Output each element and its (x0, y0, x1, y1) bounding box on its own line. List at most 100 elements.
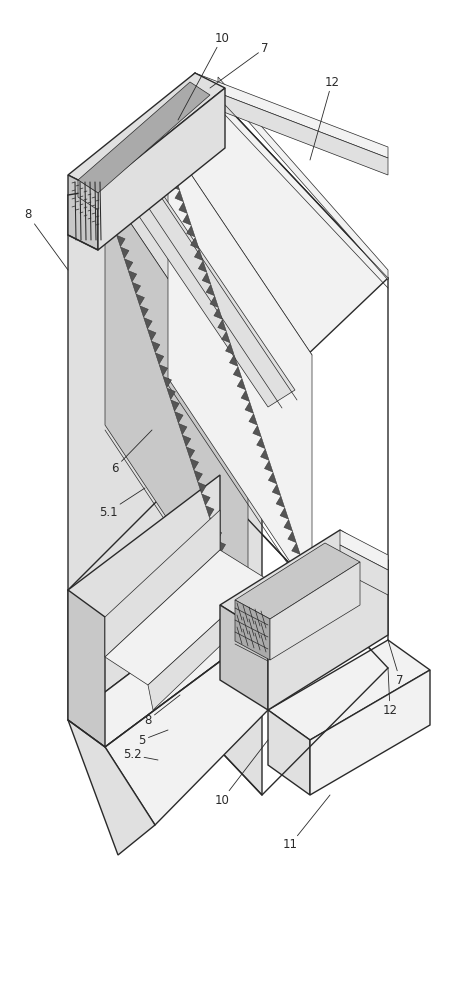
Polygon shape (68, 73, 225, 190)
Polygon shape (248, 635, 256, 646)
Polygon shape (268, 640, 430, 740)
Text: 7: 7 (388, 640, 404, 686)
Polygon shape (268, 560, 388, 710)
Polygon shape (218, 77, 388, 280)
Polygon shape (220, 530, 388, 635)
Polygon shape (171, 179, 180, 190)
Polygon shape (105, 140, 312, 398)
Polygon shape (159, 365, 168, 376)
Polygon shape (183, 214, 191, 225)
Polygon shape (206, 284, 215, 296)
Polygon shape (182, 435, 191, 447)
Polygon shape (168, 140, 312, 595)
Polygon shape (213, 529, 222, 541)
Polygon shape (235, 600, 270, 660)
Text: 10: 10 (178, 31, 230, 120)
Polygon shape (68, 605, 262, 747)
Polygon shape (124, 259, 133, 270)
Polygon shape (132, 282, 140, 294)
Text: 12: 12 (382, 668, 397, 716)
Polygon shape (221, 553, 230, 564)
Polygon shape (190, 459, 198, 470)
Polygon shape (194, 249, 203, 261)
Polygon shape (296, 555, 304, 566)
Text: 5: 5 (138, 730, 168, 746)
Polygon shape (256, 437, 265, 449)
Polygon shape (229, 576, 237, 588)
Polygon shape (68, 195, 262, 795)
Polygon shape (233, 367, 242, 378)
Polygon shape (195, 73, 388, 158)
Polygon shape (195, 84, 388, 175)
Polygon shape (121, 247, 129, 258)
Polygon shape (68, 73, 388, 398)
Polygon shape (218, 320, 226, 331)
Polygon shape (98, 88, 225, 250)
Polygon shape (253, 425, 261, 437)
Polygon shape (268, 472, 277, 484)
Polygon shape (241, 390, 250, 402)
Polygon shape (220, 605, 268, 710)
Polygon shape (175, 412, 183, 423)
Text: 8: 8 (144, 695, 180, 726)
Polygon shape (175, 190, 184, 202)
Polygon shape (236, 600, 245, 611)
Polygon shape (109, 212, 117, 223)
Polygon shape (186, 447, 195, 458)
Polygon shape (68, 475, 220, 720)
Polygon shape (190, 237, 199, 249)
Polygon shape (113, 224, 121, 235)
Polygon shape (128, 271, 137, 282)
Polygon shape (163, 155, 172, 166)
Polygon shape (244, 623, 252, 635)
Text: 11: 11 (283, 795, 330, 852)
Polygon shape (202, 273, 211, 284)
Polygon shape (140, 306, 148, 317)
Polygon shape (167, 388, 176, 400)
Polygon shape (307, 590, 316, 601)
Polygon shape (151, 341, 160, 353)
Polygon shape (105, 550, 265, 685)
Polygon shape (222, 331, 230, 343)
Polygon shape (340, 545, 388, 595)
Text: 5.2: 5.2 (123, 748, 158, 762)
Polygon shape (78, 180, 98, 210)
Polygon shape (237, 378, 246, 390)
Polygon shape (233, 588, 241, 599)
Polygon shape (117, 235, 125, 247)
Polygon shape (187, 226, 195, 237)
Polygon shape (272, 484, 281, 496)
Polygon shape (144, 318, 152, 329)
Polygon shape (148, 329, 156, 341)
Text: 6: 6 (111, 430, 152, 475)
Polygon shape (68, 590, 105, 747)
Polygon shape (265, 461, 273, 472)
Polygon shape (268, 710, 310, 795)
Polygon shape (194, 470, 202, 482)
Polygon shape (179, 202, 187, 213)
Polygon shape (179, 423, 187, 435)
Polygon shape (198, 482, 206, 494)
Polygon shape (245, 402, 253, 413)
Polygon shape (105, 185, 248, 640)
Polygon shape (206, 506, 214, 517)
Polygon shape (148, 578, 268, 710)
Polygon shape (68, 175, 98, 250)
Text: 7: 7 (210, 41, 269, 88)
Text: 10: 10 (215, 740, 268, 806)
Polygon shape (235, 543, 360, 619)
Polygon shape (225, 564, 234, 576)
Polygon shape (195, 73, 388, 668)
Polygon shape (105, 200, 113, 211)
Polygon shape (155, 353, 164, 364)
Polygon shape (217, 541, 225, 552)
Polygon shape (202, 494, 210, 505)
Polygon shape (198, 261, 207, 272)
Polygon shape (209, 517, 218, 529)
Polygon shape (230, 355, 238, 366)
Polygon shape (270, 562, 360, 660)
Polygon shape (276, 496, 285, 507)
Polygon shape (299, 566, 308, 578)
Polygon shape (105, 510, 220, 657)
Polygon shape (310, 670, 430, 795)
